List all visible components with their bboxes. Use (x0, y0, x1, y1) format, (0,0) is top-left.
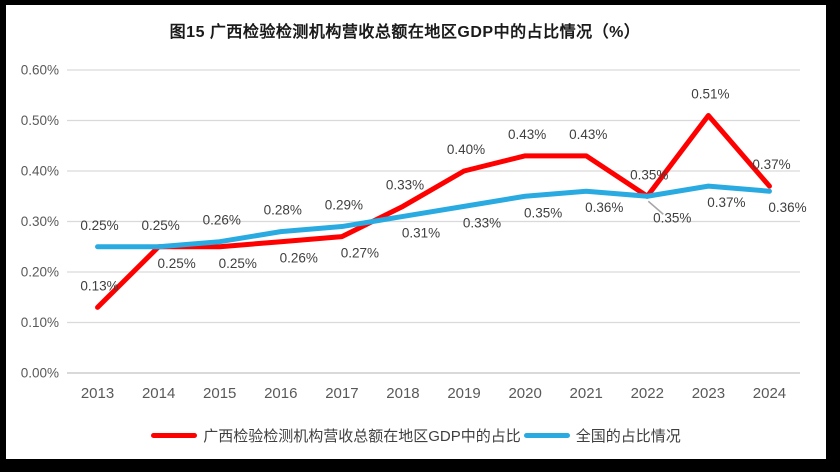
x-tick-label: 2016 (264, 385, 297, 402)
data-label-national: 0.31% (402, 225, 440, 240)
data-label-guangxi: 0.13% (80, 278, 118, 293)
y-tick-label: 0.40% (21, 164, 59, 179)
data-label-national: 0.33% (463, 215, 501, 230)
y-tick-label: 0.60% (21, 63, 59, 78)
x-tick-label: 2024 (753, 385, 786, 402)
y-tick-label: 0.00% (21, 366, 59, 381)
x-tick-label: 2020 (508, 385, 541, 402)
x-tick-label: 2017 (325, 385, 358, 402)
data-label-national: 0.35% (524, 205, 562, 220)
series-line-national (95, 183, 772, 250)
legend-swatch-national-icon (523, 433, 570, 438)
data-label-national: 0.25% (141, 218, 179, 233)
data-label-guangxi: 0.43% (569, 127, 607, 142)
x-tick-label: 2019 (447, 385, 480, 402)
data-label-guangxi: 0.27% (341, 246, 379, 261)
data-label-guangxi: 0.25% (157, 256, 195, 271)
x-tick-label: 2022 (631, 385, 664, 402)
data-label-guangxi: 0.40% (447, 142, 485, 157)
data-label-national: 0.36% (585, 200, 623, 215)
data-label-national: 0.35% (653, 210, 691, 225)
x-tick-label: 2013 (81, 385, 114, 402)
line-chart: 0.60% 0.50% 0.40% 0.30% 0.20% 0.10% 0.00% 2013 2… (21, 63, 807, 403)
legend-swatch-guangxi-icon (151, 433, 198, 438)
x-tick-label: 2018 (386, 385, 419, 402)
data-label-national: 0.26% (203, 213, 241, 228)
series-line-guangxi (95, 112, 772, 310)
legend: 广西检验检测机构营收总额在地区GDP中的占比 全国的占比情况 (6, 425, 826, 446)
label-leader-line (647, 200, 664, 215)
legend-label-guangxi: 广西检验检测机构营收总额在地区GDP中的占比 (203, 428, 521, 445)
legend-item-guangxi: 广西检验检测机构营收总额在地区GDP中的占比 (151, 425, 521, 446)
data-label-national: 0.25% (80, 218, 118, 233)
y-tick-label: 0.20% (21, 265, 59, 280)
x-tick-label: 2021 (570, 385, 603, 402)
legend-item-national: 全国的占比情况 (523, 425, 681, 446)
x-tick-label: 2023 (692, 385, 725, 402)
data-label-national: 0.36% (768, 200, 806, 215)
data-label-national: 0.37% (707, 195, 745, 210)
y-tick-label: 0.10% (21, 315, 59, 330)
data-label-guangxi: 0.35% (630, 167, 668, 182)
data-label-national: 0.29% (325, 198, 363, 213)
data-label-national: 0.28% (264, 203, 302, 218)
legend-label-national: 全国的占比情况 (575, 428, 681, 445)
x-tick-label: 2015 (203, 385, 236, 402)
y-tick-label: 0.50% (21, 113, 59, 128)
x-tick-label: 2014 (142, 385, 175, 402)
chart-canvas: 图15 广西检验检测机构营收总额在地区GDP中的占比情况（%） 0.60% 0.5… (6, 5, 826, 459)
chart-title: 图15 广西检验检测机构营收总额在地区GDP中的占比情况（%） (169, 24, 641, 41)
y-tick-label: 0.30% (21, 214, 59, 229)
data-label-guangxi: 0.51% (691, 86, 729, 101)
data-label-guangxi: 0.26% (280, 251, 318, 266)
data-label-guangxi: 0.25% (219, 256, 257, 271)
data-label-guangxi: 0.37% (752, 157, 790, 172)
data-label-guangxi: 0.33% (386, 177, 424, 192)
data-label-guangxi: 0.43% (508, 127, 546, 142)
